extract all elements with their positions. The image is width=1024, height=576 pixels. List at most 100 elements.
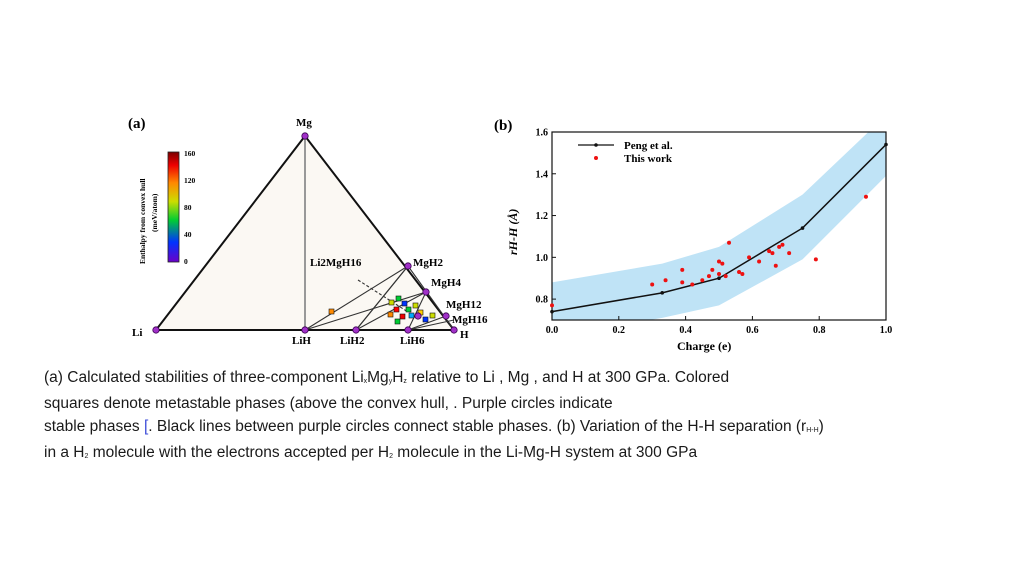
plot-frame bbox=[551, 131, 887, 321]
citation-bracket: [ bbox=[143, 418, 149, 435]
peng-point bbox=[550, 309, 554, 314]
caption-subscript: y bbox=[388, 378, 393, 385]
phase-label-lih6: LiH6 bbox=[400, 335, 425, 347]
x-tick-label: 1.0 bbox=[880, 325, 893, 336]
colorbar-tick: 80 bbox=[184, 203, 192, 212]
this-work-point bbox=[706, 274, 711, 279]
stable-phase-circle bbox=[352, 326, 360, 334]
this-work-point bbox=[757, 259, 762, 264]
stable-phase-circle bbox=[404, 326, 412, 334]
colorbar-tick: 160 bbox=[184, 149, 196, 158]
colorbar-title: Enthalpy from convex hull bbox=[138, 179, 147, 265]
vertex-label-h: H bbox=[460, 329, 469, 341]
peng-point bbox=[884, 142, 888, 147]
this-work-point bbox=[813, 257, 818, 262]
phase-label-li2mgh16: Li2MgH16 bbox=[310, 257, 362, 269]
caption-subscript: 2 bbox=[84, 453, 89, 460]
y-tick-label: 1.4 bbox=[536, 169, 549, 180]
metastable-phase-square bbox=[399, 313, 406, 320]
caption-line-3: stable phases [. Black lines between pur… bbox=[44, 415, 994, 441]
metastable-phase-square bbox=[412, 302, 419, 309]
this-work-point bbox=[770, 251, 775, 256]
colorbar-unit: (meV/atom) bbox=[150, 193, 159, 232]
x-tick-label: 0.6 bbox=[746, 325, 759, 336]
x-tick-label: 0.8 bbox=[813, 325, 826, 336]
uncertainty-band bbox=[552, 132, 886, 320]
peng-point bbox=[800, 226, 805, 230]
this-work-point bbox=[737, 269, 742, 274]
legend-point-sample bbox=[594, 156, 598, 160]
caption-text: . Black lines between purple circles con… bbox=[148, 418, 807, 435]
metastable-squares bbox=[328, 295, 436, 325]
this-work-point bbox=[863, 194, 868, 199]
colorbar-tick: 0 bbox=[184, 257, 188, 266]
this-work-point bbox=[740, 272, 745, 277]
metastable-phase-square bbox=[387, 311, 394, 318]
colorbar-gradient bbox=[167, 151, 180, 263]
this-work-point bbox=[550, 303, 554, 308]
metastable-phase-square bbox=[405, 306, 412, 313]
legend-label-this-work: This work bbox=[624, 153, 673, 165]
stable-phase-circles bbox=[152, 132, 458, 334]
this-work-point bbox=[787, 251, 792, 256]
legend-line-marker bbox=[594, 143, 598, 147]
this-work-point bbox=[780, 242, 785, 247]
this-work-point bbox=[650, 282, 655, 287]
x-axis-label: Charge (e) bbox=[677, 339, 731, 353]
vertex-label-li: Li bbox=[132, 327, 142, 339]
this-work-point bbox=[767, 249, 772, 254]
this-work-point bbox=[777, 244, 782, 249]
this-work-point bbox=[717, 272, 721, 277]
caption-subscript: 2 bbox=[389, 453, 393, 460]
peng-point bbox=[717, 276, 721, 281]
caption-text: H bbox=[392, 369, 404, 386]
stable-phase-circle bbox=[422, 288, 430, 296]
metastable-phase-square bbox=[401, 300, 408, 307]
stable-phase-circle bbox=[450, 326, 458, 334]
caption-subscript: x bbox=[363, 378, 368, 385]
ternary-phase-diagram: (a) 160 120 80 40 0 Enthalpy from convex… bbox=[128, 116, 488, 347]
y-tick-label: 1.6 bbox=[536, 128, 549, 139]
this-work-point bbox=[723, 274, 728, 279]
rhh-vs-charge-plot: (b) 0.0 0.2 0.4 0.6 0.8 1.0 0.8 1.0 1.2 1.4 1.6 rH… bbox=[494, 118, 893, 353]
y-axis-label: rH-H (Å) bbox=[506, 209, 520, 255]
caption-text: molecule with the electrons accepted per… bbox=[88, 444, 390, 461]
caption-line-1: (a) Calculated stabilities of three-comp… bbox=[44, 366, 994, 392]
y-tick-label: 1.0 bbox=[536, 253, 549, 264]
metastable-phase-square bbox=[394, 318, 401, 325]
figure-caption: (a) Calculated stabilities of three-comp… bbox=[44, 366, 994, 467]
metastable-phase-square bbox=[328, 308, 335, 315]
this-work-point bbox=[773, 263, 778, 268]
panel-b-label: (b) bbox=[494, 118, 512, 134]
caption-text: relative to Li , Mg , and H at 300 GPa. … bbox=[406, 369, 730, 386]
phase-label-lih2: LiH2 bbox=[340, 335, 365, 347]
x-tick-label: 0.4 bbox=[679, 325, 692, 336]
vertex-label-mg: Mg bbox=[296, 117, 312, 129]
metastable-phase-square bbox=[429, 312, 436, 319]
this-work-point bbox=[747, 255, 752, 260]
phase-label-mgh4: MgH4 bbox=[431, 277, 461, 289]
y-tick-label: 1.2 bbox=[536, 211, 549, 222]
caption-text: in a H bbox=[44, 444, 85, 461]
this-work-point bbox=[700, 278, 705, 283]
this-work-point bbox=[690, 282, 695, 287]
this-work-point bbox=[720, 261, 725, 266]
caption-text: molecule in the Li-Mg-H system at 300 GP… bbox=[393, 444, 698, 461]
this-work-point bbox=[717, 259, 721, 264]
metastable-phase-square bbox=[395, 295, 402, 302]
stable-phase-circle bbox=[442, 312, 450, 320]
caption-line-2: squares denote metastable phases (above … bbox=[44, 395, 613, 412]
colorbar-tick: 40 bbox=[184, 230, 192, 239]
panel-a-label: (a) bbox=[128, 116, 146, 132]
caption-subscript: z bbox=[403, 378, 407, 385]
caption-text: (a) Calculated stabilities of three-comp… bbox=[44, 369, 364, 386]
stable-phase-circle bbox=[301, 326, 309, 334]
caption-text: stable phases bbox=[44, 418, 144, 435]
phase-label-mgh16: MgH16 bbox=[452, 314, 488, 326]
legend: Peng et al. This work bbox=[578, 140, 673, 165]
caption-subscript: H-H bbox=[806, 427, 819, 434]
this-work-point bbox=[680, 280, 685, 285]
y-tick-label: 0.8 bbox=[536, 295, 549, 306]
metastable-phase-square bbox=[408, 312, 415, 319]
phase-label-mgh2: MgH2 bbox=[413, 257, 443, 269]
